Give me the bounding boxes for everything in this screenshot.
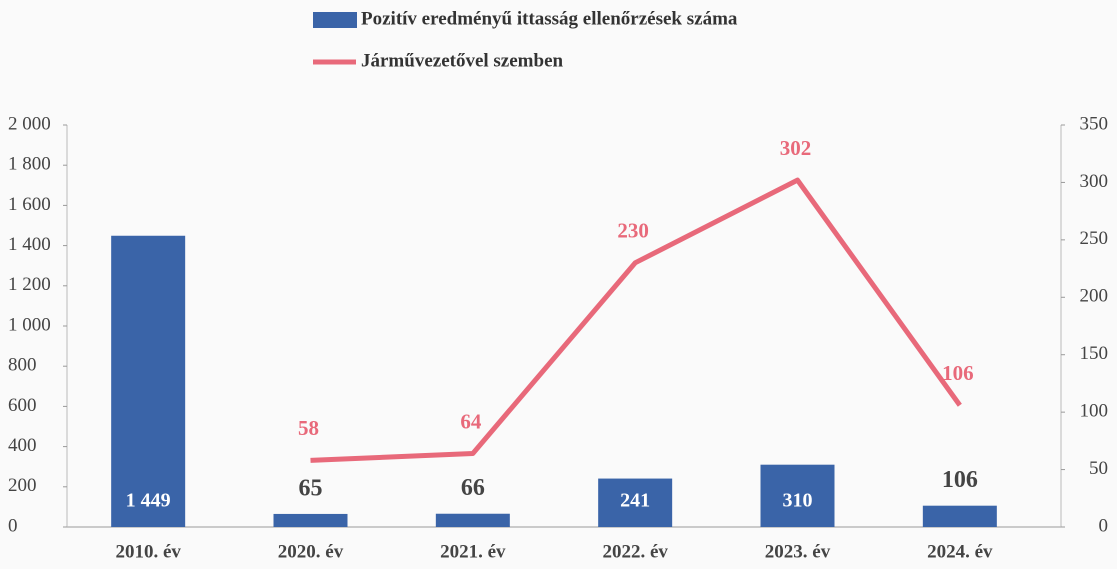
y-tick-label: 0 xyxy=(8,515,18,536)
bar xyxy=(923,506,997,527)
x-tick-label: 2021. év xyxy=(440,541,506,562)
y2-tick-label: 0 xyxy=(1099,515,1109,536)
legend-label: Járművezetővel szemben xyxy=(361,50,564,71)
bar-value-label: 241 xyxy=(620,490,650,512)
y2-tick-label: 350 xyxy=(1080,113,1109,134)
x-tick-label: 2020. év xyxy=(278,541,344,562)
line-value-label: 230 xyxy=(617,219,649,243)
y-tick-label: 400 xyxy=(8,435,37,456)
bar xyxy=(436,514,510,527)
y-tick-label: 1 400 xyxy=(8,234,51,255)
y2-tick-label: 100 xyxy=(1080,401,1109,422)
y2-tick-label: 250 xyxy=(1080,228,1109,249)
y2-tick-label: 200 xyxy=(1080,286,1109,307)
x-tick-label: 2010. év xyxy=(115,541,181,562)
bar xyxy=(111,236,185,527)
y-tick-label: 600 xyxy=(8,395,37,416)
bar-value-label: 66 xyxy=(461,475,485,501)
line-value-label: 302 xyxy=(780,136,812,160)
bar-value-label: 106 xyxy=(942,467,978,493)
y-tick-label: 1 600 xyxy=(8,194,51,215)
y2-tick-label: 50 xyxy=(1089,458,1108,479)
x-tick-label: 2022. év xyxy=(602,541,668,562)
line-value-label: 64 xyxy=(460,409,482,433)
y-tick-label: 2 000 xyxy=(8,113,51,134)
x-tick-label: 2024. év xyxy=(927,541,993,562)
bar xyxy=(274,514,348,527)
y2-tick-label: 150 xyxy=(1080,343,1109,364)
bar-value-label: 1 449 xyxy=(126,490,171,512)
page: 0 200 400 600 800 1 000 1 200 1 400 1 600 1 800 2 … xyxy=(0,0,1117,569)
chart: 0 200 400 600 800 1 000 1 200 1 400 1 600 1 800 2 … xyxy=(0,0,1117,569)
legend-label: Pozitív eredményű ittasság ellenőrzések … xyxy=(361,8,738,29)
y2-tick-label: 300 xyxy=(1080,171,1109,192)
y-tick-label: 200 xyxy=(8,475,37,496)
y-tick-label: 800 xyxy=(8,355,37,376)
y-tick-label: 1 000 xyxy=(8,314,51,335)
bar-value-label: 310 xyxy=(783,490,813,512)
x-tick-label: 2023. év xyxy=(765,541,831,562)
bar-value-label: 65 xyxy=(299,475,323,501)
y-tick-label: 1 200 xyxy=(8,274,51,295)
y-tick-label: 1 800 xyxy=(8,154,51,175)
line-value-label: 58 xyxy=(298,416,319,440)
legend-swatch xyxy=(313,12,357,28)
line-value-label: 106 xyxy=(942,361,974,385)
